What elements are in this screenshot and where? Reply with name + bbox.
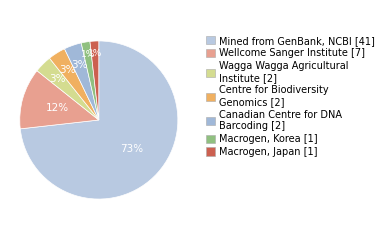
Wedge shape [37,58,99,120]
Wedge shape [20,41,178,199]
Text: 3%: 3% [59,66,76,75]
Text: 12%: 12% [46,103,68,113]
Text: 73%: 73% [120,144,143,154]
Wedge shape [65,43,99,120]
Wedge shape [81,42,99,120]
Text: 3%: 3% [71,60,88,70]
Wedge shape [90,41,99,120]
Text: 3%: 3% [49,74,66,84]
Text: 1%: 1% [88,49,102,58]
Wedge shape [20,71,99,129]
Text: 1%: 1% [81,50,95,59]
Wedge shape [49,49,99,120]
Legend: Mined from GenBank, NCBI [41], Wellcome Sanger Institute [7], Wagga Wagga Agricu: Mined from GenBank, NCBI [41], Wellcome … [206,36,375,157]
